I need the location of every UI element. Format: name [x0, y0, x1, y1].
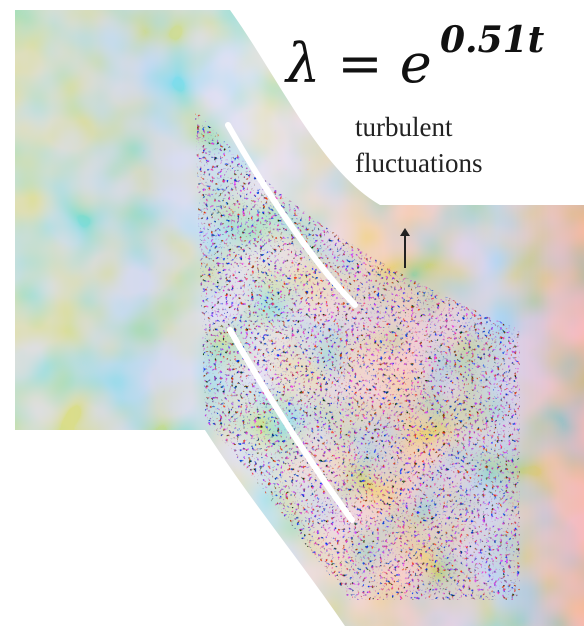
- equation-base: λ = e: [284, 32, 432, 95]
- figure: λ = e 0.51t turbulent fluctuations: [0, 0, 584, 626]
- annotation-line: fluctuations: [355, 148, 482, 178]
- page: λ = e 0.51t turbulent fluctuations (() =…: [0, 0, 584, 626]
- annotation-line: turbulent: [355, 112, 453, 142]
- equation-exponent: 0.51t: [440, 19, 545, 61]
